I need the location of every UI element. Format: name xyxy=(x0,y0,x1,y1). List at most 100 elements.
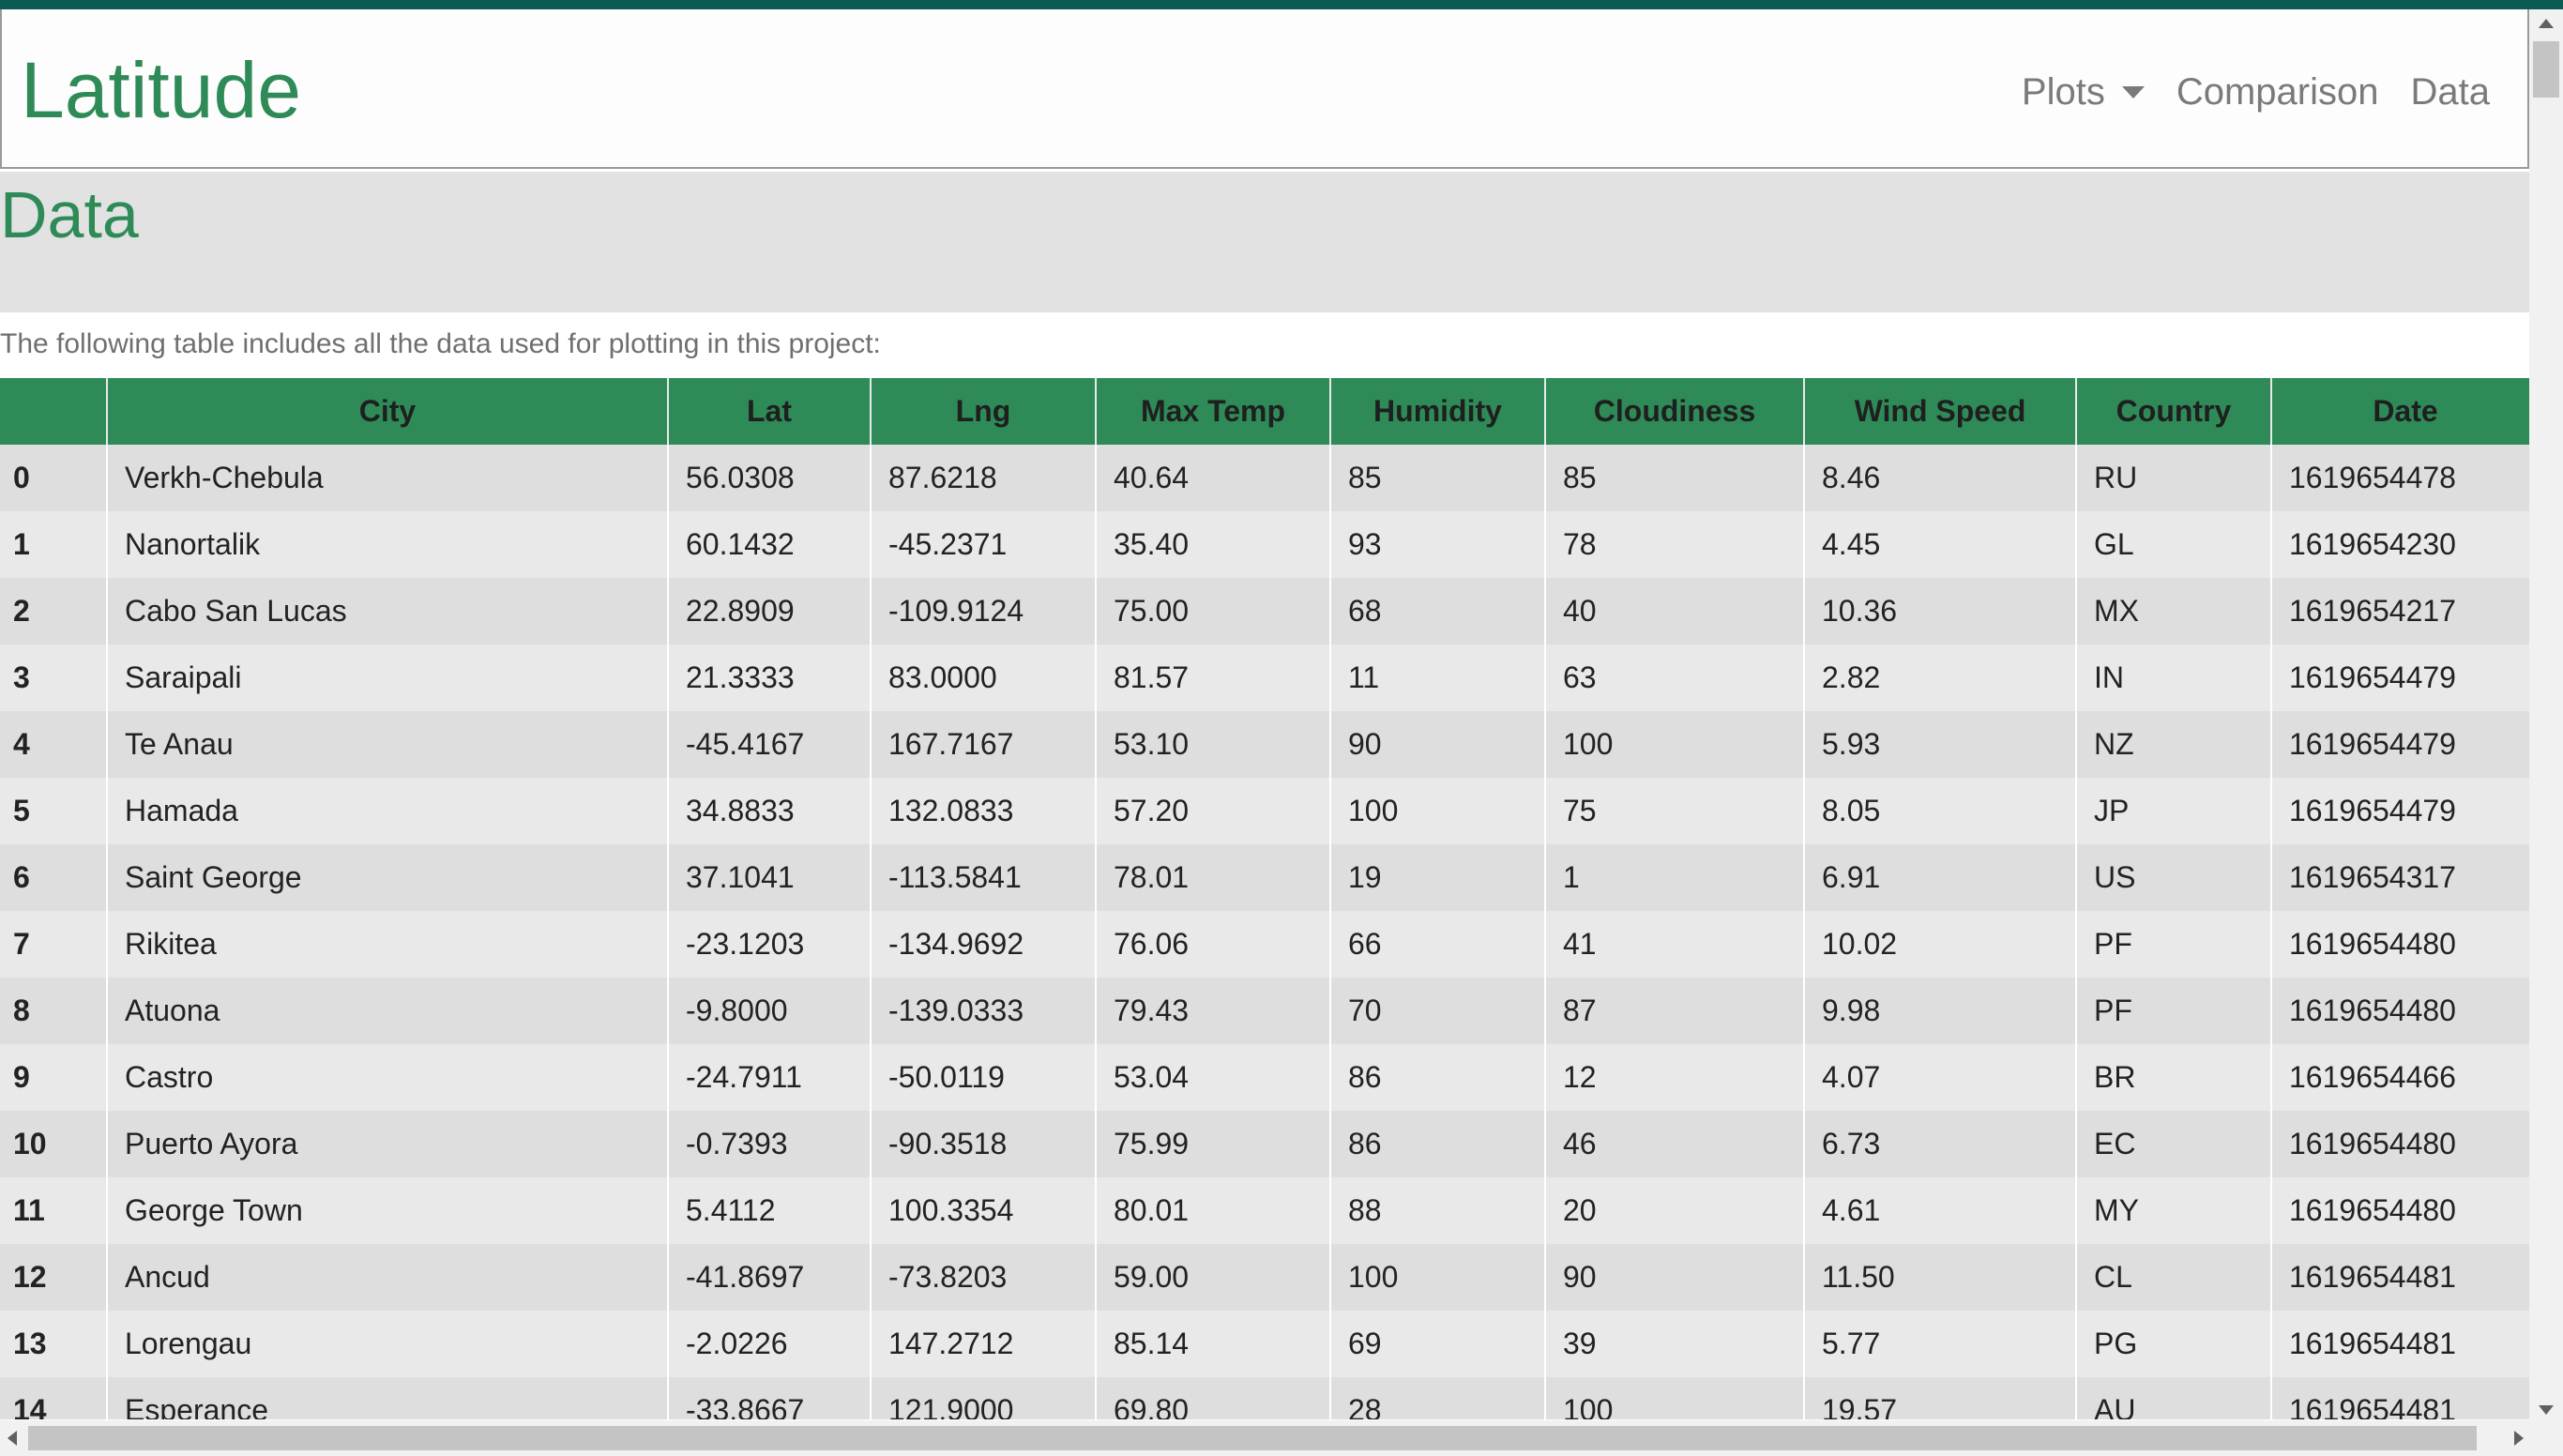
table-cell: 1619654317 xyxy=(2270,844,2529,911)
table-cell: 40.64 xyxy=(1095,445,1330,511)
table-cell: 53.04 xyxy=(1095,1044,1330,1111)
table-cell: 4.61 xyxy=(1803,1177,2076,1244)
table-cell: 46 xyxy=(1544,1111,1804,1177)
scroll-down-arrow-icon[interactable] xyxy=(2539,1405,2554,1415)
table-cell: -0.7393 xyxy=(667,1111,871,1177)
table-cell: 1619654481 xyxy=(2270,1244,2529,1311)
caret-down-icon xyxy=(2121,86,2145,99)
nav-links: Plots Comparison Data xyxy=(1990,71,2490,114)
table-cell: 56.0308 xyxy=(667,445,871,511)
table-cell: 100 xyxy=(1544,1377,1804,1419)
page-title: Data xyxy=(0,178,139,251)
table-cell: EC xyxy=(2075,1111,2271,1177)
table-cell: 1619654466 xyxy=(2270,1044,2529,1111)
table-cell: GL xyxy=(2075,511,2271,578)
table-cell: 12 xyxy=(1544,1044,1804,1111)
table-cell: 40 xyxy=(1544,578,1804,645)
table-cell: 75.00 xyxy=(1095,578,1330,645)
table-cell: 85 xyxy=(1329,445,1545,511)
table-cell: 5.77 xyxy=(1803,1311,2076,1377)
scroll-up-arrow-icon[interactable] xyxy=(2539,19,2554,28)
table-cell: 28 xyxy=(1329,1377,1545,1419)
table-row: 2 Cabo San Lucas 22.8909 -109.9124 75.00 68 40… xyxy=(0,578,2529,645)
table-cell: US xyxy=(2075,844,2271,911)
table-cell: 10.36 xyxy=(1803,578,2076,645)
nav-data-link[interactable]: Data xyxy=(2410,71,2491,113)
table-cell: 1619654480 xyxy=(2270,1177,2529,1244)
table-cell: 76.06 xyxy=(1095,911,1330,978)
table-cell: 79.43 xyxy=(1095,978,1330,1044)
table-cell: 87 xyxy=(1544,978,1804,1044)
table-cell: 83.0000 xyxy=(870,645,1096,711)
table-header-row: City Lat Lng Max Temp Humidity Cloudiness Wind… xyxy=(0,378,2529,445)
table-cell: 100.3354 xyxy=(870,1177,1096,1244)
scroll-left-arrow-icon[interactable] xyxy=(8,1431,17,1446)
nav-comparison-link[interactable]: Comparison xyxy=(2176,71,2379,113)
table-cell: Esperance xyxy=(106,1377,668,1419)
column-header: Max Temp xyxy=(1095,378,1330,445)
row-index-cell: 1 xyxy=(13,527,30,561)
table-cell: Puerto Ayora xyxy=(106,1111,668,1177)
row-index-cell: 12 xyxy=(13,1260,47,1294)
table-cell: 90 xyxy=(1544,1244,1804,1311)
table-cell: 11.50 xyxy=(1803,1244,2076,1311)
column-header: Wind Speed xyxy=(1803,378,2076,445)
vertical-scroll-thumb[interactable] xyxy=(2533,41,2559,98)
table-cell: 87.6218 xyxy=(870,445,1096,511)
nav-plots-dropdown[interactable]: Plots xyxy=(2022,71,2145,114)
table-cell: 93 xyxy=(1329,511,1545,578)
table-cell: 88 xyxy=(1329,1177,1545,1244)
table-cell: PF xyxy=(2075,978,2271,1044)
table-cell: 85 xyxy=(1544,445,1804,511)
table-cell: AU xyxy=(2075,1377,2271,1419)
table-cell: -50.0119 xyxy=(870,1044,1096,1111)
table-cell: -139.0333 xyxy=(870,978,1096,1044)
table-cell: JP xyxy=(2075,778,2271,844)
row-index-cell: 3 xyxy=(13,660,30,694)
table-row: 14 Esperance -33.8667 121.9000 69.80 28 100 19.… xyxy=(0,1377,2529,1419)
table-cell: MX xyxy=(2075,578,2271,645)
table-cell: 1 xyxy=(1544,844,1804,911)
table-cell: Saraipali xyxy=(106,645,668,711)
table-cell: -33.8667 xyxy=(667,1377,871,1419)
table-cell: 1619654480 xyxy=(2270,978,2529,1044)
table-cell: -23.1203 xyxy=(667,911,871,978)
table-cell: 9.98 xyxy=(1803,978,2076,1044)
row-index-cell: 10 xyxy=(13,1127,47,1160)
table-cell: 41 xyxy=(1544,911,1804,978)
table-cell: Hamada xyxy=(106,778,668,844)
row-index-cell: 2 xyxy=(13,594,30,628)
table-cell: NZ xyxy=(2075,711,2271,778)
table-cell: -24.7911 xyxy=(667,1044,871,1111)
table-cell: MY xyxy=(2075,1177,2271,1244)
table-row: 6 Saint George 37.1041 -113.5841 78.01 19 1 6.9… xyxy=(0,844,2529,911)
table-cell: 20 xyxy=(1544,1177,1804,1244)
row-index-cell: 9 xyxy=(13,1060,30,1094)
table-cell: BR xyxy=(2075,1044,2271,1111)
table-cell: RU xyxy=(2075,445,2271,511)
row-index-cell: 8 xyxy=(13,993,30,1027)
intro-text: The following table includes all the dat… xyxy=(0,328,881,359)
table-row: 0 Verkh-Chebula 56.0308 87.6218 40.64 85 85 8.4… xyxy=(0,445,2529,511)
table-row: 11 George Town 5.4112 100.3354 80.01 88 20 4.61… xyxy=(0,1177,2529,1244)
table-cell: 8.46 xyxy=(1803,445,2076,511)
table-cell: 86 xyxy=(1329,1044,1545,1111)
table-cell: 37.1041 xyxy=(667,844,871,911)
horizontal-scrollbar[interactable] xyxy=(0,1420,2563,1456)
nav-plots-label: Plots xyxy=(2021,71,2105,113)
table-cell: 4.45 xyxy=(1803,511,2076,578)
table-cell: 68 xyxy=(1329,578,1545,645)
brand-logo[interactable]: Latitude xyxy=(21,46,301,134)
row-index-cell: 11 xyxy=(13,1193,45,1227)
page-header: Data xyxy=(0,172,2529,312)
table-cell: 5.4112 xyxy=(667,1177,871,1244)
table-cell: 69.80 xyxy=(1095,1377,1330,1419)
table-cell: -73.8203 xyxy=(870,1244,1096,1311)
table-cell: -113.5841 xyxy=(870,844,1096,911)
scroll-right-arrow-icon[interactable] xyxy=(2514,1431,2524,1446)
table-cell: 63 xyxy=(1544,645,1804,711)
horizontal-scroll-thumb[interactable] xyxy=(28,1426,2477,1450)
table-cell: 8.05 xyxy=(1803,778,2076,844)
vertical-scrollbar[interactable] xyxy=(2529,9,2563,1424)
table-cell: 1619654481 xyxy=(2270,1377,2529,1419)
